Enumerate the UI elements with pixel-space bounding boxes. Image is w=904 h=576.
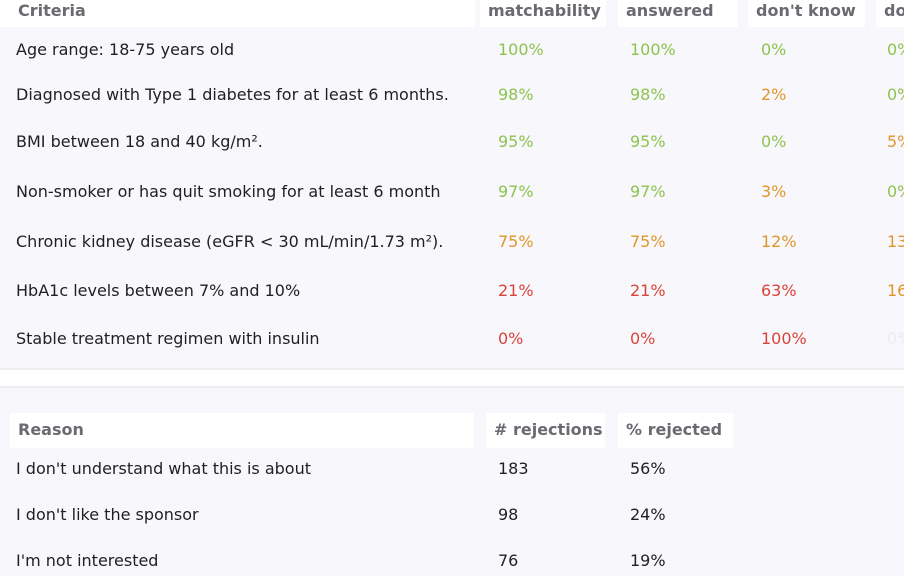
matchability-value: 100% — [498, 40, 544, 59]
criteria-label: Diagnosed with Type 1 diabetes for at le… — [16, 85, 449, 104]
rejection-reasons-table: Reason # rejections % rejected I don't u… — [0, 408, 904, 576]
header-dont-know[interactable]: don't know — [748, 0, 865, 27]
rejections-count: 98 — [498, 505, 519, 524]
table-row: I'm not interested 76 19% — [0, 550, 904, 576]
section-divider — [0, 368, 904, 388]
header-criteria[interactable]: Criteria — [0, 0, 475, 27]
col5-value: 0% — [887, 329, 904, 348]
table-row: Diagnosed with Type 1 diabetes for at le… — [0, 84, 904, 124]
matchability-value: 95% — [498, 132, 534, 151]
percent-rejected: 24% — [630, 505, 666, 524]
header-col5[interactable]: do — [876, 0, 904, 27]
percent-rejected: 19% — [630, 551, 666, 570]
answered-value: 95% — [630, 132, 666, 151]
dont-know-value: 100% — [761, 329, 807, 348]
criteria-table: Criteria matchability answered don't kno… — [0, 0, 904, 368]
table-row: BMI between 18 and 40 kg/m². 95% 95% 0% … — [0, 131, 904, 171]
answered-value: 100% — [630, 40, 676, 59]
table-row: I don't understand what this is about 18… — [0, 458, 904, 498]
criteria-label: Age range: 18-75 years old — [16, 40, 235, 59]
rejections-count: 183 — [498, 459, 529, 478]
percent-rejected: 56% — [630, 459, 666, 478]
table-row: Chronic kidney disease (eGFR < 30 mL/min… — [0, 231, 904, 271]
reason-label: I don't like the sponsor — [16, 505, 199, 524]
col5-value: 5% — [887, 132, 904, 151]
matchability-value: 75% — [498, 232, 534, 251]
header-rejections[interactable]: # rejections — [486, 413, 605, 448]
answered-value: 97% — [630, 182, 666, 201]
col5-value: 13 — [887, 232, 904, 251]
answered-value: 21% — [630, 281, 666, 300]
answered-value: 0% — [630, 329, 656, 348]
dont-know-value: 3% — [761, 182, 787, 201]
criteria-label: BMI between 18 and 40 kg/m². — [16, 132, 263, 151]
header-percent-rejected[interactable]: % rejected — [618, 413, 733, 448]
reason-label: I'm not interested — [16, 551, 159, 570]
table-row: Non-smoker or has quit smoking for at le… — [0, 181, 904, 221]
col5-value: 16 — [887, 281, 904, 300]
table-row: HbA1c levels between 7% and 10% 21% 21% … — [0, 280, 904, 320]
dont-know-value: 0% — [761, 40, 787, 59]
dont-know-value: 2% — [761, 85, 787, 104]
dont-know-value: 0% — [761, 132, 787, 151]
criteria-label: Chronic kidney disease (eGFR < 30 mL/min… — [16, 232, 444, 251]
matchability-value: 21% — [498, 281, 534, 300]
header-reason[interactable]: Reason — [10, 413, 474, 448]
dont-know-value: 63% — [761, 281, 797, 300]
col5-value: 0% — [887, 85, 904, 104]
criteria-label: Stable treatment regimen with insulin — [16, 329, 320, 348]
table-row: I don't like the sponsor 98 24% — [0, 504, 904, 544]
answered-value: 98% — [630, 85, 666, 104]
matchability-value: 98% — [498, 85, 534, 104]
matchability-value: 97% — [498, 182, 534, 201]
answered-value: 75% — [630, 232, 666, 251]
col5-value: 0% — [887, 182, 904, 201]
table-row: Stable treatment regimen with insulin 0%… — [0, 328, 904, 368]
header-matchability[interactable]: matchability — [480, 0, 606, 27]
reason-label: I don't understand what this is about — [16, 459, 312, 478]
dont-know-value: 12% — [761, 232, 797, 251]
criteria-label: HbA1c levels between 7% and 10% — [16, 281, 301, 300]
table-row: Age range: 18-75 years old 100% 100% 0% … — [0, 39, 904, 79]
col5-value: 0% — [887, 40, 904, 59]
criteria-label: Non-smoker or has quit smoking for at le… — [16, 182, 441, 201]
header-answered[interactable]: answered — [618, 0, 738, 27]
matchability-value: 0% — [498, 329, 524, 348]
rejections-count: 76 — [498, 551, 519, 570]
